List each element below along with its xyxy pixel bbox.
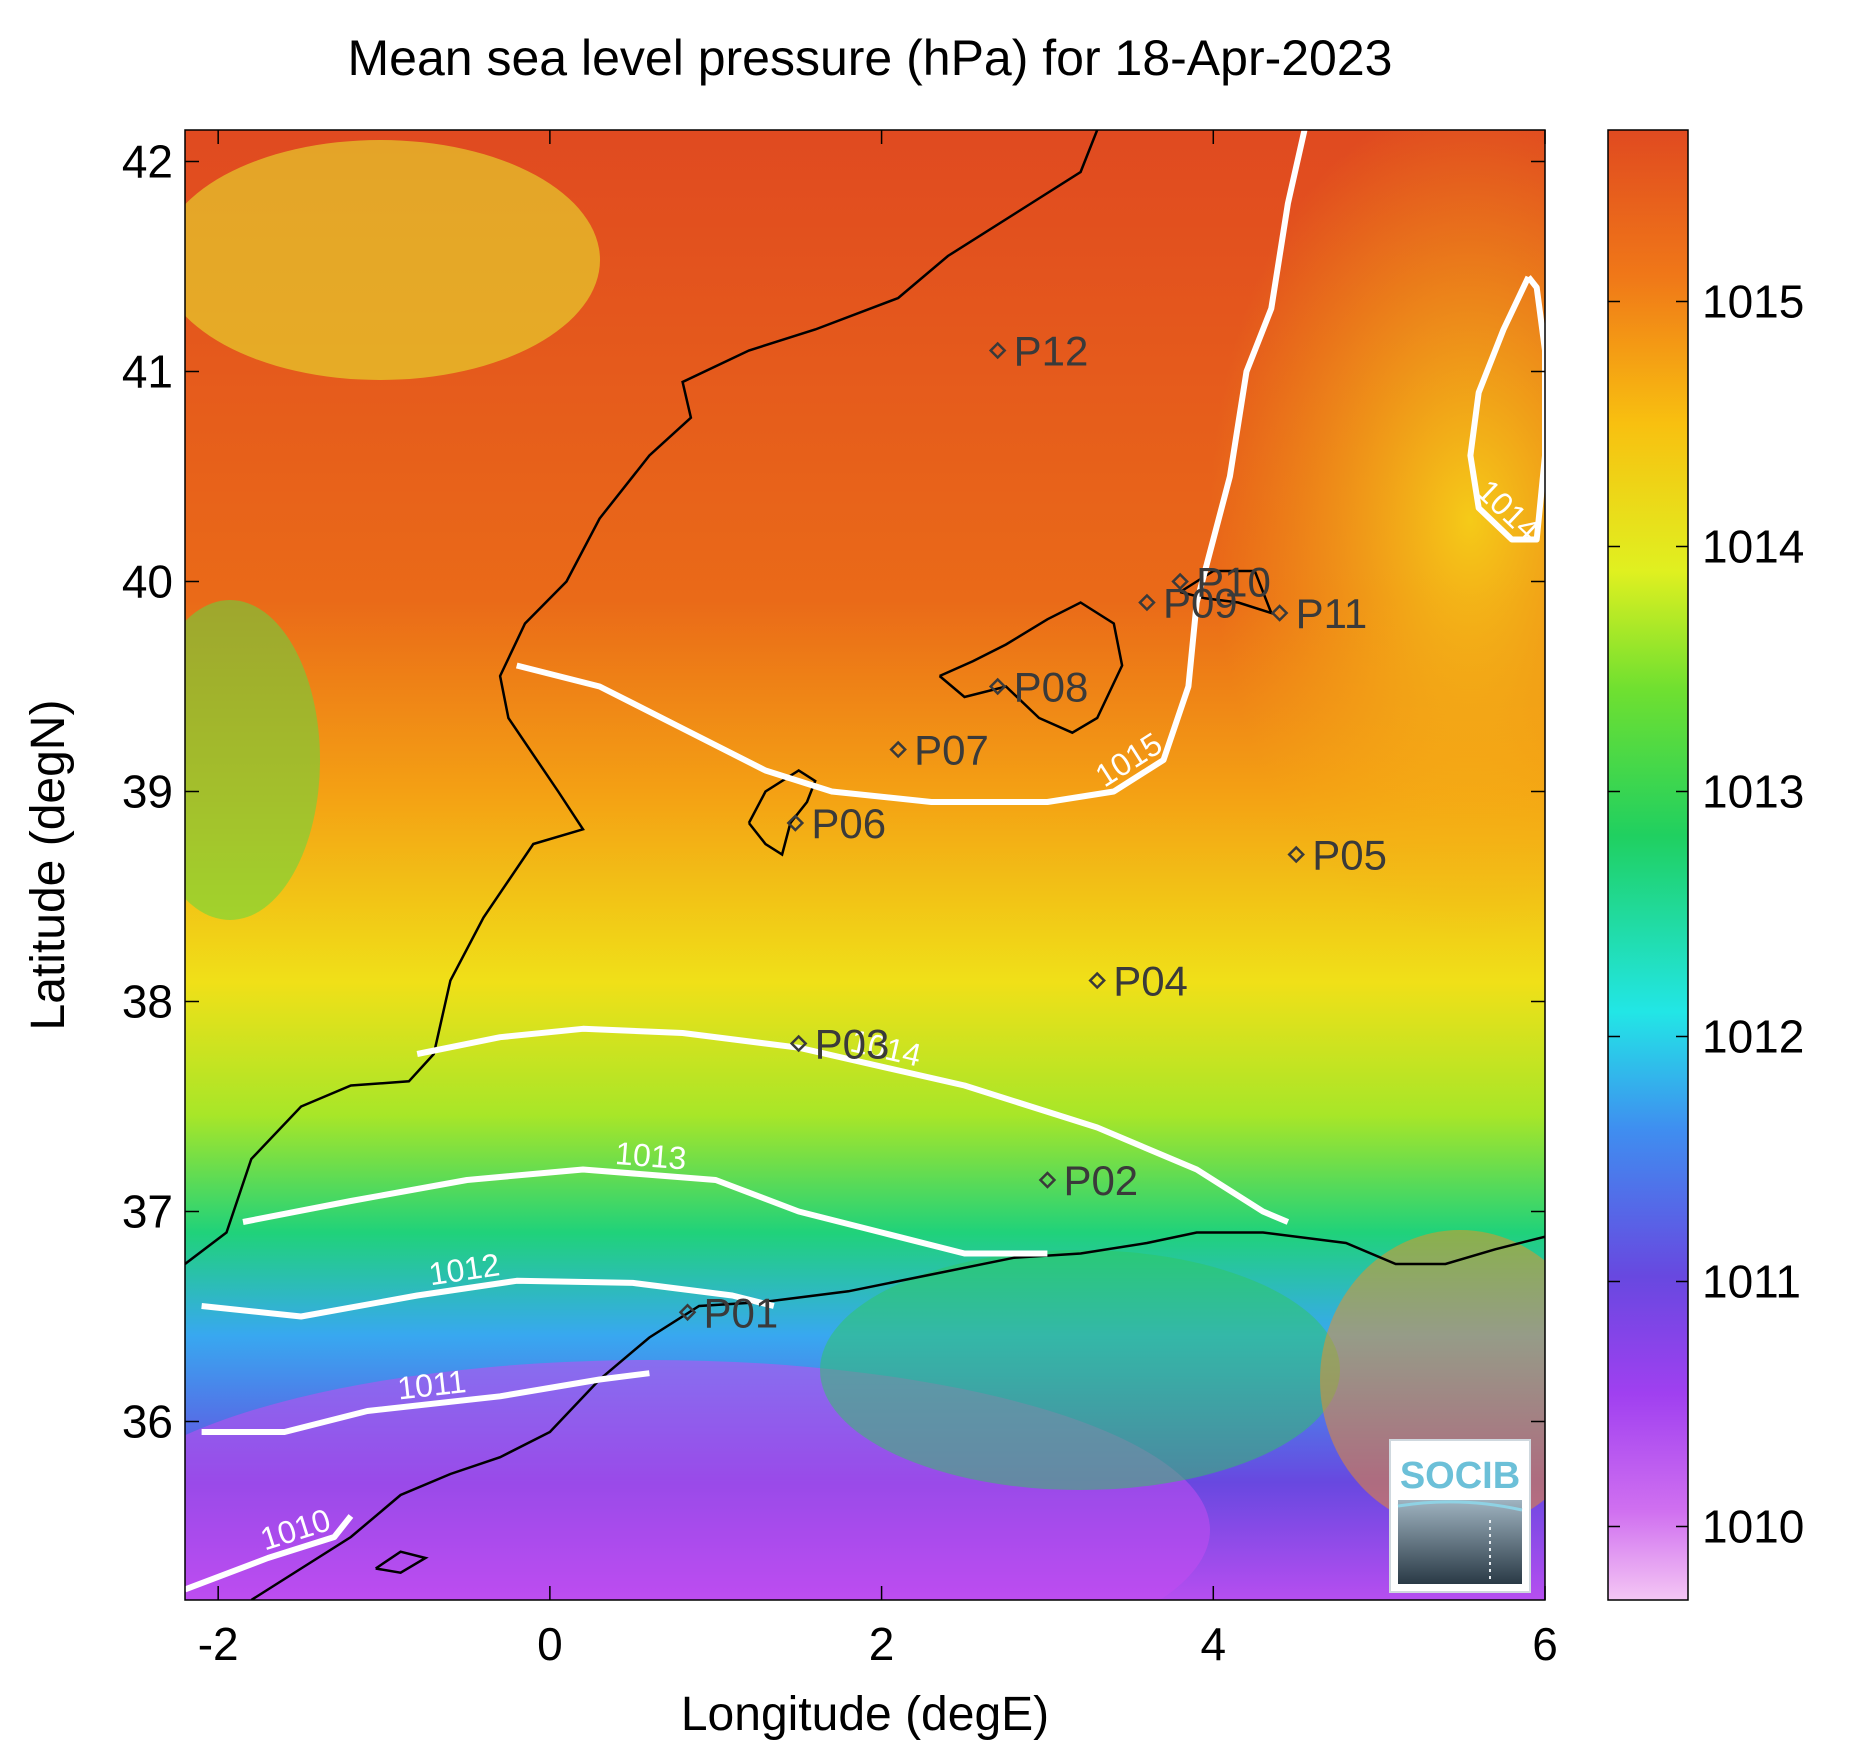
y-tick-label: 40	[122, 556, 173, 608]
colorbar-ticks: 1015 1014 1013 1012 1011 1010	[1608, 276, 1804, 1553]
station-marker-icon	[678, 1303, 697, 1322]
alboran-island-coastline	[375, 1550, 429, 1575]
east-pressure-patch	[1210, 130, 1545, 940]
isobar-1014-line	[416, 1025, 1290, 1225]
colorbar-gradient	[1607, 129, 1689, 1601]
station-marker-icon	[1171, 572, 1189, 591]
isobar-1013-line	[242, 1166, 1048, 1257]
station-label: P11	[1296, 590, 1368, 637]
station-label: P10	[1196, 559, 1271, 606]
station-label: P07	[914, 727, 989, 774]
y-tick-label: 41	[122, 346, 173, 398]
isobar-1012-line	[201, 1277, 775, 1320]
station-marker-icon	[789, 1034, 808, 1053]
y-tick-label: 37	[122, 1186, 173, 1238]
colorbar-tick-label: 1011	[1702, 1256, 1801, 1308]
station-label: P02	[1063, 1157, 1138, 1204]
inland-green-patch	[185, 600, 320, 920]
station-p07: P07	[889, 727, 989, 774]
station-p05: P05	[1287, 832, 1387, 879]
figure-title: Mean sea level pressure (hPa) for 18-Apr…	[348, 30, 1393, 86]
africa-green-patch	[820, 1250, 1340, 1490]
iberia-coastline	[185, 130, 1099, 1265]
station-p01: P01	[678, 1289, 779, 1336]
y-tick-label: 42	[122, 136, 173, 188]
station-label: P03	[815, 1021, 890, 1068]
x-tick-label: -2	[198, 1618, 239, 1670]
isobar-1013-label: 1013	[614, 1135, 688, 1176]
station-marker-icon	[1138, 593, 1156, 612]
isobar-1010-line	[185, 1514, 354, 1593]
plot-frame	[184, 129, 1546, 1601]
station-p02: P02	[1038, 1157, 1138, 1204]
colorbar-tick-label: 1013	[1702, 766, 1804, 818]
colorbar-tick-label: 1010	[1702, 1501, 1804, 1553]
station-marker-icon	[889, 740, 907, 759]
station-marker-icon	[988, 677, 1007, 696]
y-tick-label: 38	[122, 976, 173, 1028]
station-p03: P03	[789, 1021, 890, 1068]
station-p11: P11	[1270, 590, 1368, 637]
y-axis-title: Latitude (degN)	[22, 700, 75, 1031]
socib-logo-text: SOCIB	[1400, 1455, 1520, 1497]
x-axis-title: Longitude (degE)	[681, 1688, 1049, 1741]
inland-yellow-patch	[185, 140, 600, 380]
isobar-1015-line	[515, 130, 1308, 805]
station-label: P09	[1163, 580, 1238, 627]
station-label: P01	[704, 1289, 779, 1336]
y-tick-label: 39	[122, 766, 173, 818]
station-marker-icon	[786, 814, 805, 832]
isobar-1014-line	[1467, 275, 1545, 543]
colorbar-tick-label: 1015	[1702, 276, 1804, 328]
socib-logo: SOCIB	[1389, 1439, 1531, 1593]
station-marker-icon	[1270, 604, 1289, 622]
colorbar-tick-label: 1012	[1702, 1011, 1804, 1063]
station-marker-icon	[988, 341, 1007, 360]
station-p10: P10	[1171, 559, 1271, 606]
x-tick-label: 0	[537, 1618, 563, 1670]
isobar-1011-line	[201, 1370, 650, 1435]
station-p08: P08	[988, 664, 1089, 711]
x-tick-label: 4	[1200, 1618, 1226, 1670]
station-label: P05	[1312, 832, 1387, 879]
colorbar: 1015 1014 1013 1012 1011 1010	[1607, 129, 1804, 1601]
ibiza-coastline	[747, 769, 817, 857]
station-p09: P09	[1138, 580, 1238, 627]
x-axis: -2 0 2 4 6	[198, 130, 1558, 1670]
station-p06: P06	[786, 800, 886, 847]
station-label: P06	[811, 800, 886, 847]
y-tick-label: 36	[122, 1396, 173, 1448]
y-axis: 42 41 40 39 38 37 36	[122, 136, 1545, 1448]
station-marker-icon	[1038, 1171, 1057, 1189]
station-marker-icon	[1088, 971, 1106, 990]
x-tick-label: 6	[1532, 1618, 1558, 1670]
isobar-1011-label: 1011	[396, 1363, 468, 1406]
station-marker-icon	[1287, 845, 1305, 864]
africa-coastline	[250, 1231, 1545, 1600]
station-p12: P12	[988, 328, 1089, 375]
x-tick-label: 2	[869, 1618, 895, 1670]
station-label: P08	[1014, 664, 1089, 711]
station-label: P04	[1113, 958, 1188, 1005]
station-p04: P04	[1088, 958, 1188, 1005]
station-label: P12	[1014, 328, 1089, 375]
colorbar-tick-label: 1014	[1702, 521, 1804, 573]
